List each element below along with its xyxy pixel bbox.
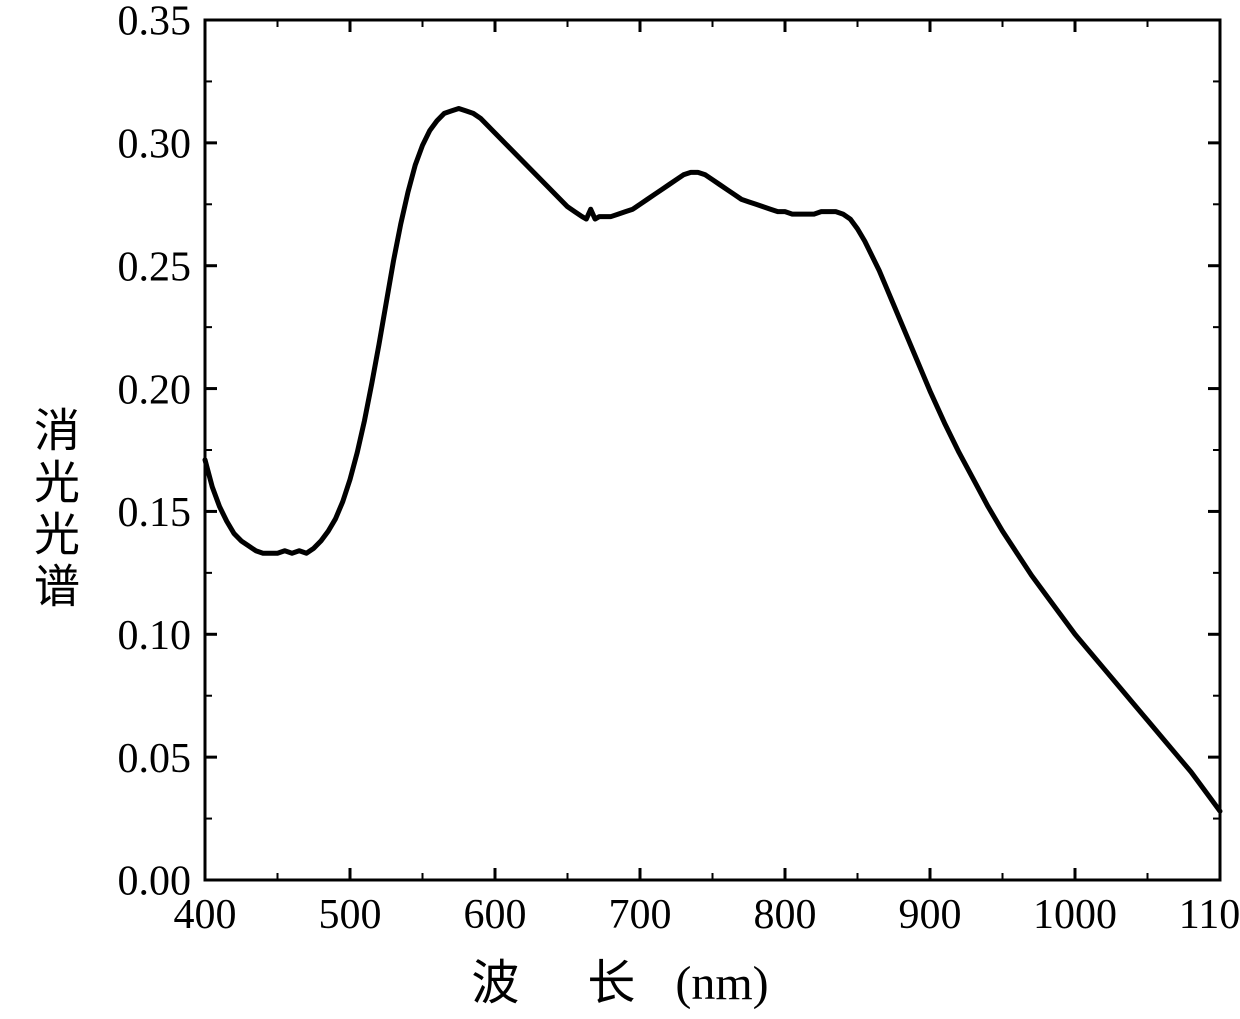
x-tick-label: 900 (899, 892, 962, 938)
x-tick-label: 800 (754, 892, 817, 938)
chart-svg: 400500600700800900100011000.000.050.100.… (0, 0, 1240, 1019)
y-tick-label: 0.35 (118, 0, 192, 45)
y-tick-label: 0.10 (118, 613, 192, 659)
x-axis-label: 波 长 (nm) (471, 943, 768, 1013)
x-tick-label: 1100 (1179, 892, 1240, 938)
y-tick-label: 0.05 (118, 736, 192, 782)
y-tick-label: 0.20 (118, 367, 192, 413)
x-axis-label-unit: (nm) (675, 957, 768, 1010)
x-axis-label-cn: 波 长 (471, 957, 663, 1010)
y-axis-label: 消光光谱 (20, 406, 86, 614)
x-tick-label: 1000 (1033, 892, 1117, 938)
y-tick-label: 0.15 (118, 490, 192, 536)
y-tick-label: 0.00 (118, 859, 192, 905)
x-tick-label: 500 (319, 892, 382, 938)
y-tick-label: 0.25 (118, 244, 192, 290)
extinction-spectrum-chart: 400500600700800900100011000.000.050.100.… (0, 0, 1240, 1019)
x-tick-label: 600 (464, 892, 527, 938)
y-tick-label: 0.30 (118, 122, 192, 168)
x-tick-label: 700 (609, 892, 672, 938)
